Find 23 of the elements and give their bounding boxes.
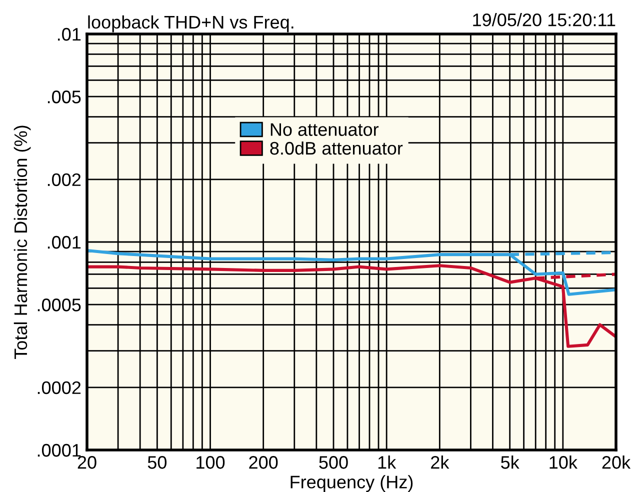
y-tick-label: .005 [48,90,81,104]
legend-label: No attenuator [270,123,379,136]
x-tick-label: 20k [602,456,631,469]
x-tick-label: 200 [249,456,278,469]
x-tick-label: 10k [550,456,578,469]
x-axis-title: Frequency (Hz) [290,475,413,492]
x-tick-label: 5k [501,456,520,469]
x-tick-label: 20 [78,456,96,469]
chart-title: loopback THD+N vs Freq. [88,15,294,32]
y-tick-label: .01 [58,28,81,41]
y-tick-label: .0001 [38,444,81,457]
x-tick-label: 500 [319,456,348,469]
legend-label: 8.0dB attenuator [270,141,403,155]
x-tick-label: 50 [148,456,167,469]
y-tick-label: .0005 [38,298,81,312]
y-tick-label: .0002 [38,381,81,394]
y-tick-label: .001 [48,236,81,249]
x-tick-label: 100 [196,456,225,469]
text: 19/05/20 15:20:11 [473,13,616,26]
x-tick-label: 1k [378,456,396,469]
y-tick-label: .002 [48,173,81,186]
x-tick-label: 2k [431,456,450,469]
y-axis-title: Total Harmonic Distortion (%) [14,126,31,359]
